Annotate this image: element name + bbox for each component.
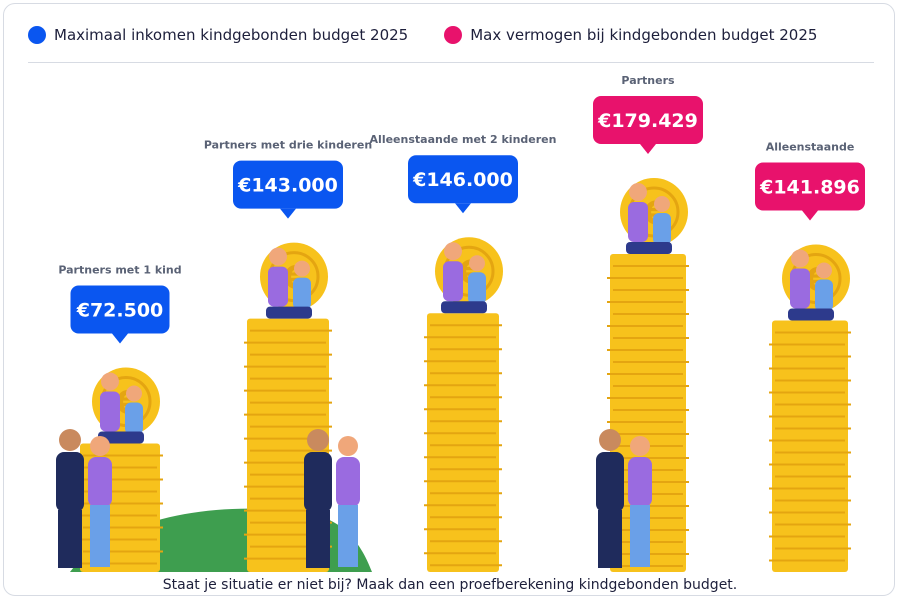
figure-head <box>444 242 462 261</box>
value-callout-bubble <box>408 155 518 204</box>
adult-body <box>628 457 652 507</box>
adult-body <box>56 452 84 512</box>
figure-head <box>654 196 670 212</box>
figure-body <box>268 266 288 307</box>
figure-legs <box>266 306 312 319</box>
figure-body <box>443 261 463 302</box>
adult-head <box>90 436 110 456</box>
legend-item-income: Maximaal inkomen kindgebonden budget 202… <box>28 26 408 44</box>
coin-stack-bar <box>427 313 499 572</box>
adult-legs <box>90 505 110 567</box>
adult-body <box>336 457 360 507</box>
legend-item-wealth: Max vermogen bij kindgebonden budget 202… <box>444 26 817 44</box>
figure-body <box>293 277 311 310</box>
figure-head <box>294 260 310 277</box>
adult-legs <box>58 510 82 568</box>
legend-label-income: Maximaal inkomen kindgebonden budget 202… <box>54 26 409 44</box>
people-figures-icon <box>266 247 312 319</box>
footer-text[interactable]: Staat je situatie er niet bij? Maak dan … <box>162 577 738 593</box>
coin-stack-bar <box>772 320 848 572</box>
category-label: Partners <box>621 74 675 87</box>
figure-body <box>790 268 810 309</box>
adult-legs <box>306 510 330 568</box>
adult-head <box>59 429 81 451</box>
figure-body <box>468 272 486 305</box>
figure-legs <box>98 431 144 444</box>
legend-label-wealth: Max vermogen bij kindgebonden budget 202… <box>470 26 818 44</box>
value-label: €179.429 <box>597 110 698 132</box>
figure-head <box>101 372 119 391</box>
adult-body <box>88 457 112 507</box>
legend: Maximaal inkomen kindgebonden budget 202… <box>28 26 817 44</box>
value-callout-pointer <box>455 203 471 214</box>
category-label: Alleenstaande <box>766 141 855 154</box>
figure-body <box>125 402 143 435</box>
value-callout-bubble <box>70 285 170 334</box>
figure-body <box>815 279 833 312</box>
value-callout-bubble <box>593 96 703 144</box>
figure-legs <box>788 308 834 321</box>
adult-legs <box>338 505 358 567</box>
adult-legs <box>630 505 650 567</box>
value-callout-pointer <box>802 210 818 221</box>
adult-head <box>338 436 358 456</box>
family-group-middle <box>304 429 360 568</box>
people-figures-icon <box>441 242 487 314</box>
legend-swatch-income <box>28 26 46 44</box>
people-figures-icon <box>626 183 672 254</box>
figure-head <box>791 249 809 268</box>
legend-divider <box>28 62 874 63</box>
family-group-right <box>596 429 652 568</box>
value-label: €72.500 <box>76 300 164 322</box>
adult-legs <box>598 510 622 568</box>
adult-body <box>596 452 624 512</box>
category-label: Alleenstaande met 2 kinderen <box>370 133 557 146</box>
value-callout-bubble <box>755 162 865 211</box>
figure-head <box>269 247 287 266</box>
figure-legs <box>626 242 672 254</box>
value-callout-pointer <box>112 333 128 344</box>
value-label: €143.000 <box>237 175 338 197</box>
people-figures-icon <box>788 249 834 321</box>
adult-body <box>304 452 332 512</box>
family-group-left <box>56 429 112 568</box>
value-label: €146.000 <box>412 169 513 191</box>
figure-head <box>469 255 485 272</box>
category-label: Partners met 1 kind <box>58 264 181 277</box>
value-callout-pointer <box>280 208 296 219</box>
value-callout-pointer <box>640 144 656 154</box>
figure-head <box>629 183 647 201</box>
figure-body <box>100 391 120 432</box>
legend-swatch-wealth <box>444 26 463 44</box>
adult-head <box>630 436 650 456</box>
figure-body <box>628 202 648 242</box>
category-label: Partners met drie kinderen <box>204 139 372 152</box>
figure-legs <box>441 301 487 314</box>
adult-head <box>307 429 329 451</box>
adult-head <box>599 429 621 451</box>
people-figures-icon <box>98 372 144 444</box>
value-label: €141.896 <box>759 177 860 199</box>
value-callout-bubble <box>233 160 343 209</box>
figure-head <box>816 262 832 279</box>
figure-body <box>653 213 671 245</box>
figure-head <box>126 385 142 402</box>
